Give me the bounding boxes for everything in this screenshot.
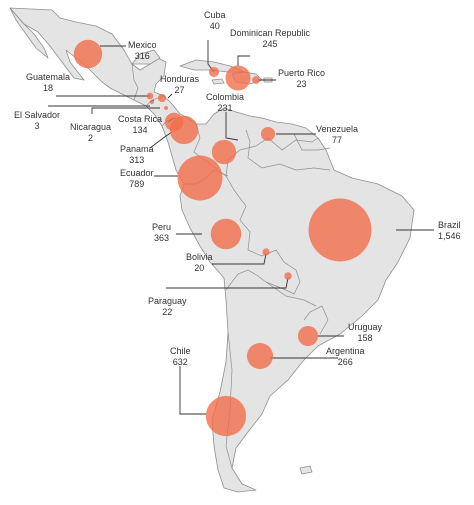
label-brazil: Brazil 1,546 <box>438 220 461 242</box>
leader-lines <box>48 40 434 415</box>
yucatan-landmass <box>131 49 161 65</box>
country-value: 363 <box>153 233 170 243</box>
label-el-salvador: El Salvador 3 <box>14 110 60 132</box>
bubble-paraguay <box>284 272 292 280</box>
country-name: Peru <box>152 222 172 232</box>
country-name: Ecuador <box>120 168 154 178</box>
bubble-dominican-republic <box>225 65 251 91</box>
country-value: 245 <box>262 39 278 49</box>
country-name: Costa Rica <box>118 114 163 124</box>
country-name: Argentina <box>326 346 365 356</box>
bubble-puerto-rico <box>252 76 260 84</box>
label-puerto-rico: Puerto Rico 23 <box>278 68 325 90</box>
baja-california-landmass <box>9 7 49 59</box>
bubble-nicaragua <box>164 106 168 110</box>
country-value: 23 <box>296 79 307 89</box>
country-value: 789 <box>129 179 145 189</box>
label-cuba: Cuba 40 <box>204 10 226 32</box>
label-dominican-republic: Dominican Republic 245 <box>230 28 310 50</box>
country-value: 20 <box>194 263 205 273</box>
country-name: Chile <box>170 346 191 356</box>
country-name: Guatemala <box>26 72 71 82</box>
bubble-panama <box>169 115 199 145</box>
country-name: Uruguay <box>348 322 383 332</box>
label-mexico: Mexico 316 <box>128 40 157 62</box>
country-value: 40 <box>209 21 220 31</box>
label-colombia: Colombia 231 <box>206 92 244 114</box>
country-name: Puerto Rico <box>278 68 326 78</box>
falklands-island <box>299 465 313 475</box>
label-panama: Panama 313 <box>120 144 154 166</box>
bubble-venezuela <box>260 126 276 142</box>
label-paraguay: Paraguay 22 <box>148 296 187 318</box>
country-value: 27 <box>174 85 185 95</box>
country-value: 231 <box>217 103 233 113</box>
label-nicaragua: Nicaragua 2 <box>70 122 111 144</box>
bubble-honduras <box>157 93 167 103</box>
country-value: 632 <box>172 357 188 367</box>
bubble-brazil <box>308 198 372 262</box>
country-name: Colombia <box>206 92 245 102</box>
country-name: Bolivia <box>186 252 213 262</box>
country-value: 266 <box>337 357 353 367</box>
country-name: Paraguay <box>148 296 187 306</box>
bubble-colombia <box>211 139 237 165</box>
country-value: 313 <box>129 155 145 165</box>
label-peru: Peru 363 <box>152 222 171 244</box>
bubble-layer <box>73 39 372 437</box>
bubble-argentina <box>246 342 274 370</box>
country-name: Brazil <box>438 220 461 230</box>
country-value: 134 <box>132 125 148 135</box>
bubble-mexico <box>73 39 103 69</box>
bubble-uruguay <box>297 325 319 347</box>
jamaica-island <box>211 78 225 85</box>
bubble-ecuador <box>177 155 223 201</box>
label-costa-rica: Costa Rica 134 <box>118 114 162 136</box>
label-ecuador: Ecuador 789 <box>120 168 154 190</box>
label-chile: Chile 632 <box>170 346 191 368</box>
country-name: Dominican Republic <box>230 28 311 38</box>
country-name: Mexico <box>128 40 157 50</box>
country-value: 3 <box>34 121 40 131</box>
country-name: Nicaragua <box>70 122 112 132</box>
label-argentina: Argentina 266 <box>326 346 365 368</box>
bubble-bolivia <box>262 248 270 256</box>
bubble-el-salvador <box>150 100 154 104</box>
label-uruguay: Uruguay 158 <box>348 322 382 344</box>
bubble-cuba <box>208 66 220 78</box>
label-honduras: Honduras 27 <box>160 74 199 96</box>
label-bolivia: Bolivia 20 <box>186 252 213 274</box>
country-value: 2 <box>88 133 94 143</box>
label-guatemala: Guatemala 18 <box>26 72 70 94</box>
country-name: Panama <box>120 144 154 154</box>
bubble-guatemala <box>146 92 154 100</box>
country-value: 22 <box>162 307 173 317</box>
bubble-peru <box>210 218 242 250</box>
country-value: 77 <box>332 135 343 145</box>
country-name: Honduras <box>160 74 200 84</box>
country-value: 158 <box>357 333 373 343</box>
bubble-chile <box>205 395 247 437</box>
country-value: 18 <box>43 83 54 93</box>
country-value: 1,546 <box>438 231 461 241</box>
country-name: El Salvador <box>14 110 61 120</box>
country-name: Venezuela <box>316 124 359 134</box>
label-venezuela: Venezuela 77 <box>316 124 358 146</box>
country-value: 316 <box>134 51 150 61</box>
country-name: Cuba <box>204 10 226 20</box>
